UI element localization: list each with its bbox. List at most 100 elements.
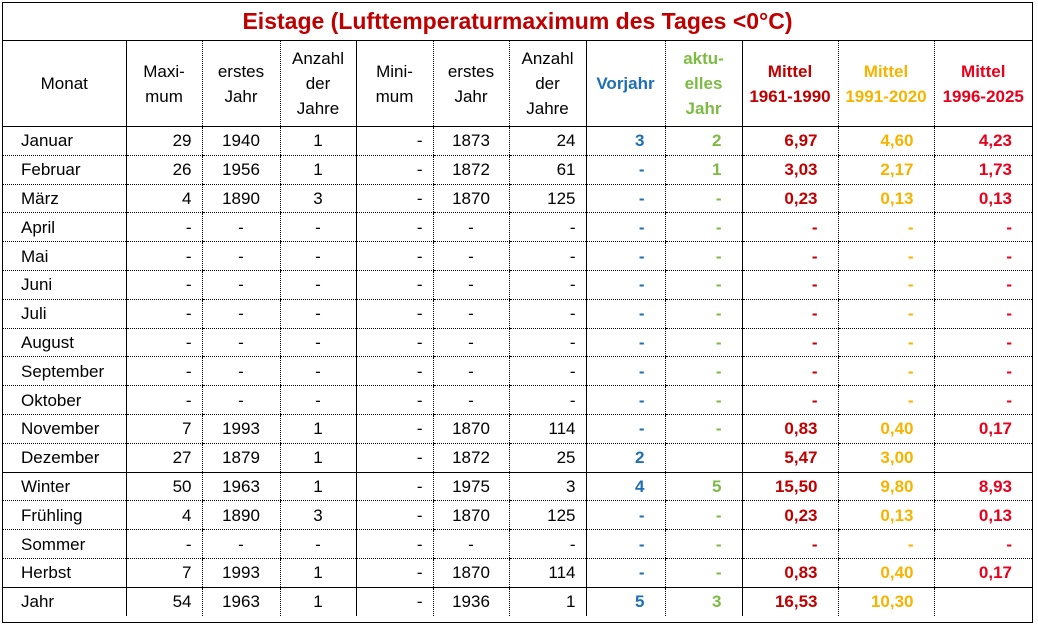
- cell-monat: März: [3, 184, 126, 214]
- cell-mittel-1996-2025: 0,17: [933, 558, 1032, 588]
- cell-minimum: -: [355, 471, 433, 502]
- cell-mittel-1996-2025: -: [933, 299, 1032, 329]
- cell-mittel-1991-2020: 0,40: [837, 558, 934, 588]
- header-line: Anzahl: [521, 49, 574, 68]
- cell-mittel-1961-1990: 0,83: [741, 414, 838, 444]
- cell-vorjahr: -: [585, 558, 665, 588]
- cell-minimum: -: [355, 212, 433, 243]
- cell-anzahl-min: -: [508, 299, 586, 329]
- cell-mittel-1961-1990: -: [741, 529, 838, 559]
- cell-maximum: -: [125, 529, 202, 559]
- cell-monat: Mai: [3, 241, 126, 271]
- cell-erstes-jahr-min: 1870: [432, 184, 509, 214]
- header-line: 1961-1990: [749, 86, 831, 106]
- cell-aktuelles-jahr: -: [664, 241, 742, 271]
- table-row: Dezember 27 1879 1-1872 25 2 5,47 3,00: [3, 443, 1032, 473]
- header-anzahl-min: Anzahl der Jahre: [508, 41, 586, 127]
- cell-minimum: -: [355, 414, 433, 444]
- cell-erstes-jahr-min: -: [432, 356, 509, 387]
- cell-erstes-jahr-min: 1872: [432, 443, 509, 473]
- cell-erstes-jahr-min: -: [432, 328, 509, 358]
- cell-minimum: -: [355, 299, 433, 329]
- cell-maximum: 4: [125, 500, 202, 531]
- cell-mittel-1991-2020: -: [837, 356, 934, 387]
- table-row: August - - - - - - - - - - -: [3, 328, 1032, 358]
- cell-erstes-jahr-max: -: [201, 385, 280, 415]
- cell-vorjahr: 4: [585, 471, 665, 502]
- cell-monat: August: [3, 328, 126, 358]
- cell-anzahl-min: -: [508, 241, 586, 271]
- cell-maximum: -: [125, 270, 202, 300]
- header-line: Mittel: [767, 61, 813, 81]
- cell-mittel-1961-1990: -: [741, 241, 838, 271]
- table-title: Eistage (Lufttemperaturmaximum des Tages…: [3, 3, 1032, 41]
- cell-monat: Oktober: [3, 385, 126, 415]
- cell-maximum: 29: [125, 126, 202, 156]
- header-anzahl-max: Anzahl der Jahre: [279, 41, 356, 127]
- cell-monat: Sommer: [3, 529, 126, 559]
- cell-minimum: -: [355, 126, 433, 156]
- cell-vorjahr: -: [585, 155, 665, 185]
- header-line: Mittel: [961, 61, 1006, 81]
- cell-aktuelles-jahr: 1: [664, 155, 742, 185]
- cell-anzahl-min: -: [508, 328, 586, 358]
- cell-mittel-1991-2020: -: [837, 241, 934, 271]
- header-line: Vorjahr: [596, 74, 655, 93]
- cell-aktuelles-jahr: 5: [664, 471, 742, 502]
- cell-mittel-1996-2025: -: [933, 241, 1032, 271]
- cell-mittel-1961-1990: 5,47: [741, 443, 838, 473]
- cell-anzahl-max: -: [279, 328, 356, 358]
- header-line: Monat: [40, 74, 88, 93]
- cell-monat: Winter: [3, 471, 126, 502]
- cell-mittel-1961-1990: 6,97: [741, 126, 838, 156]
- table-row: Februar 26 1956 1-1872 61-1 3,03 2,17 1,73: [3, 155, 1032, 185]
- cell-anzahl-max: -: [279, 270, 356, 300]
- cell-vorjahr: -: [585, 212, 665, 243]
- cell-maximum: 27: [125, 443, 202, 473]
- cell-erstes-jahr-min: 1870: [432, 414, 509, 444]
- cell-erstes-jahr-max: -: [201, 529, 280, 559]
- cell-vorjahr: -: [585, 500, 665, 531]
- cell-minimum: -: [355, 443, 433, 473]
- cell-erstes-jahr-max: 1890: [201, 500, 280, 531]
- table-row: April - - - - - - - - - - -: [3, 212, 1032, 243]
- cell-mittel-1961-1990: -: [741, 212, 838, 243]
- header-maximum: Maxi-mum: [125, 41, 202, 127]
- cell-anzahl-max: 3: [279, 184, 356, 214]
- cell-monat: Juli: [3, 299, 126, 329]
- cell-mittel-1961-1990: 0,23: [741, 500, 838, 531]
- header-erstes-jahr-min: erstes Jahr: [432, 41, 509, 127]
- cell-vorjahr: -: [585, 385, 665, 415]
- cell-minimum: -: [355, 558, 433, 588]
- header-line: Maxi-: [143, 61, 185, 81]
- cell-minimum: -: [355, 500, 433, 531]
- cell-mittel-1996-2025: [933, 586, 1032, 616]
- table-row: Sommer - - - - - - - - - - -: [3, 529, 1032, 559]
- cell-aktuelles-jahr: [664, 443, 742, 473]
- cell-aktuelles-jahr: -: [664, 385, 742, 415]
- cell-aktuelles-jahr: -: [664, 270, 742, 300]
- cell-minimum: -: [355, 385, 433, 415]
- cell-erstes-jahr-max: 1879: [201, 443, 280, 473]
- cell-anzahl-min: 125: [508, 184, 586, 214]
- cell-monat: Januar: [3, 126, 126, 156]
- header-line: Jahre: [526, 99, 569, 118]
- table-row: Juni - - - - - - - - - - -: [3, 270, 1032, 300]
- cell-aktuelles-jahr: -: [664, 414, 742, 444]
- cell-erstes-jahr-min: 1873: [432, 126, 509, 156]
- cell-mittel-1991-2020: -: [837, 212, 934, 243]
- header-line: mum: [145, 86, 183, 106]
- cell-maximum: -: [125, 385, 202, 415]
- cell-erstes-jahr-min: -: [432, 299, 509, 329]
- header-line: Jahr: [224, 86, 258, 106]
- cell-maximum: -: [125, 241, 202, 271]
- cell-erstes-jahr-min: 1870: [432, 558, 509, 588]
- cell-erstes-jahr-max: -: [201, 241, 280, 271]
- cell-erstes-jahr-max: 1963: [201, 586, 280, 616]
- cell-maximum: 7: [125, 558, 202, 588]
- cell-aktuelles-jahr: -: [664, 500, 742, 531]
- cell-vorjahr: -: [585, 241, 665, 271]
- cell-aktuelles-jahr: -: [664, 328, 742, 358]
- table-row: September - - - - - - - - - - -: [3, 356, 1032, 387]
